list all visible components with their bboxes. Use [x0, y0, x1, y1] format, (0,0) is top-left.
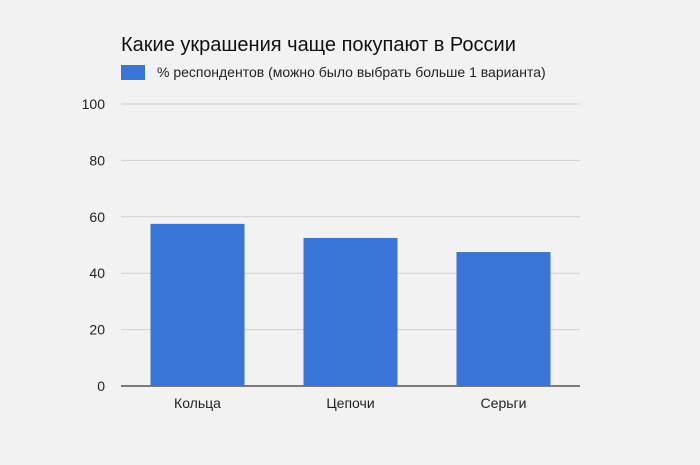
x-tick-label: Кольца	[174, 395, 221, 411]
x-tick-label: Цепочи	[326, 395, 374, 411]
y-tick-label: 40	[89, 265, 105, 281]
y-tick-label: 0	[97, 378, 105, 394]
bar-1	[150, 223, 245, 386]
x-tick-label: Серьги	[481, 395, 527, 411]
y-tick-label: 100	[82, 96, 106, 112]
chart-title: Какие украшения чаще покупают в России	[121, 34, 516, 56]
legend-swatch	[121, 64, 145, 80]
bar-3	[456, 252, 551, 386]
chart-legend: % респондентов (можно было выбрать больш…	[121, 64, 546, 80]
y-tick-label: 60	[89, 209, 105, 225]
bar-2	[303, 237, 398, 386]
legend-label: % респондентов (можно было выбрать больш…	[157, 64, 546, 80]
y-tick-label: 80	[89, 152, 105, 168]
y-tick-label: 20	[89, 322, 105, 338]
